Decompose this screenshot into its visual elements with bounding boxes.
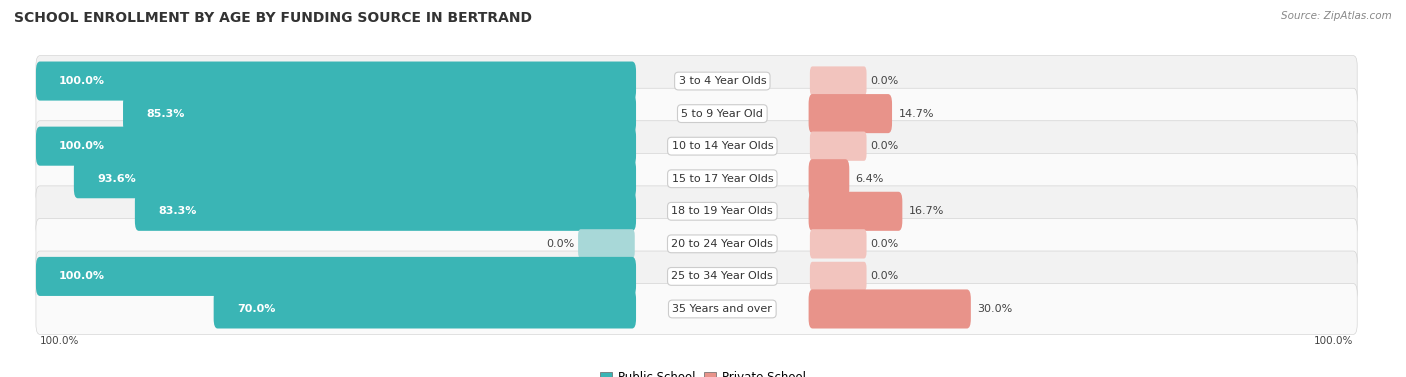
FancyBboxPatch shape bbox=[37, 88, 1357, 139]
FancyBboxPatch shape bbox=[37, 153, 1357, 204]
FancyBboxPatch shape bbox=[810, 132, 866, 161]
FancyBboxPatch shape bbox=[810, 229, 866, 259]
FancyBboxPatch shape bbox=[810, 262, 866, 291]
Text: 18 to 19 Year Olds: 18 to 19 Year Olds bbox=[672, 206, 773, 216]
Legend: Public School, Private School: Public School, Private School bbox=[595, 366, 811, 377]
Text: 0.0%: 0.0% bbox=[870, 141, 898, 151]
FancyBboxPatch shape bbox=[135, 192, 636, 231]
FancyBboxPatch shape bbox=[37, 257, 636, 296]
Text: 100.0%: 100.0% bbox=[1315, 336, 1354, 346]
FancyBboxPatch shape bbox=[808, 192, 903, 231]
FancyBboxPatch shape bbox=[37, 186, 1357, 237]
Text: 85.3%: 85.3% bbox=[146, 109, 184, 119]
Text: 10 to 14 Year Olds: 10 to 14 Year Olds bbox=[672, 141, 773, 151]
Text: SCHOOL ENROLLMENT BY AGE BY FUNDING SOURCE IN BERTRAND: SCHOOL ENROLLMENT BY AGE BY FUNDING SOUR… bbox=[14, 11, 531, 25]
Text: 35 Years and over: 35 Years and over bbox=[672, 304, 772, 314]
Text: 30.0%: 30.0% bbox=[977, 304, 1012, 314]
Text: Source: ZipAtlas.com: Source: ZipAtlas.com bbox=[1281, 11, 1392, 21]
Text: 5 to 9 Year Old: 5 to 9 Year Old bbox=[682, 109, 763, 119]
Text: 83.3%: 83.3% bbox=[157, 206, 197, 216]
Text: 3 to 4 Year Olds: 3 to 4 Year Olds bbox=[679, 76, 766, 86]
Text: 6.4%: 6.4% bbox=[856, 174, 884, 184]
FancyBboxPatch shape bbox=[214, 290, 636, 328]
Text: 20 to 24 Year Olds: 20 to 24 Year Olds bbox=[672, 239, 773, 249]
FancyBboxPatch shape bbox=[124, 94, 636, 133]
FancyBboxPatch shape bbox=[578, 229, 634, 259]
Text: 0.0%: 0.0% bbox=[870, 239, 898, 249]
FancyBboxPatch shape bbox=[37, 127, 636, 166]
FancyBboxPatch shape bbox=[37, 56, 1357, 106]
Text: 0.0%: 0.0% bbox=[870, 76, 898, 86]
Text: 14.7%: 14.7% bbox=[898, 109, 934, 119]
FancyBboxPatch shape bbox=[37, 61, 636, 101]
Text: 100.0%: 100.0% bbox=[59, 141, 105, 151]
Text: 100.0%: 100.0% bbox=[59, 271, 105, 281]
FancyBboxPatch shape bbox=[808, 159, 849, 198]
FancyBboxPatch shape bbox=[808, 94, 891, 133]
FancyBboxPatch shape bbox=[37, 218, 1357, 269]
FancyBboxPatch shape bbox=[37, 251, 1357, 302]
FancyBboxPatch shape bbox=[37, 121, 1357, 172]
Text: 15 to 17 Year Olds: 15 to 17 Year Olds bbox=[672, 174, 773, 184]
Text: 70.0%: 70.0% bbox=[236, 304, 276, 314]
Text: 0.0%: 0.0% bbox=[546, 239, 574, 249]
Text: 100.0%: 100.0% bbox=[39, 336, 79, 346]
FancyBboxPatch shape bbox=[75, 159, 636, 198]
FancyBboxPatch shape bbox=[808, 290, 972, 328]
Text: 93.6%: 93.6% bbox=[97, 174, 136, 184]
Text: 100.0%: 100.0% bbox=[59, 76, 105, 86]
Text: 16.7%: 16.7% bbox=[908, 206, 945, 216]
Text: 25 to 34 Year Olds: 25 to 34 Year Olds bbox=[672, 271, 773, 281]
Text: 0.0%: 0.0% bbox=[870, 271, 898, 281]
FancyBboxPatch shape bbox=[810, 66, 866, 96]
FancyBboxPatch shape bbox=[37, 284, 1357, 334]
